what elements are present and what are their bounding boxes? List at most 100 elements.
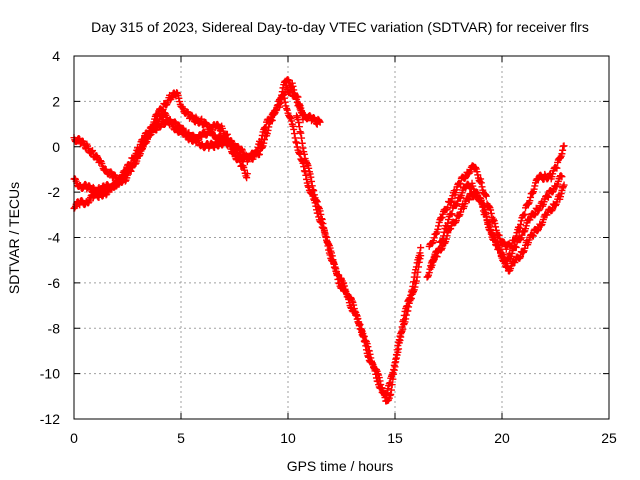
x-tick-label: 25 xyxy=(601,430,617,446)
data-point xyxy=(331,264,339,272)
data-point xyxy=(397,328,405,336)
data-point xyxy=(288,117,296,125)
series-1 xyxy=(70,109,251,187)
data-point xyxy=(284,76,292,84)
y-tick-label: 0 xyxy=(52,139,60,155)
data-point xyxy=(527,193,535,201)
data-point xyxy=(302,171,310,179)
data-point xyxy=(291,134,299,142)
series-7 xyxy=(425,142,568,253)
data-point xyxy=(296,128,304,136)
x-tick-label: 20 xyxy=(494,430,510,446)
data-point xyxy=(175,94,183,102)
data-point xyxy=(328,252,336,260)
data-point xyxy=(529,189,537,197)
data-point xyxy=(245,154,253,162)
data-point xyxy=(197,116,205,124)
series-8 xyxy=(427,181,568,275)
x-axis-label: GPS time / hours xyxy=(287,458,394,474)
data-point xyxy=(288,79,296,87)
data-point xyxy=(548,206,556,214)
series-3 xyxy=(70,76,307,212)
data-point xyxy=(298,156,306,164)
data-point xyxy=(298,139,306,147)
data-point xyxy=(410,278,418,286)
data-point xyxy=(452,201,460,209)
data-point xyxy=(372,370,380,378)
data-point xyxy=(360,333,368,341)
data-point xyxy=(397,333,405,341)
data-point xyxy=(516,254,524,262)
data-point xyxy=(437,246,445,254)
data-point xyxy=(487,209,495,217)
data-point xyxy=(464,194,472,202)
data-point xyxy=(136,143,144,151)
data-point xyxy=(410,273,418,281)
data-point xyxy=(380,389,388,397)
data-point xyxy=(457,180,465,188)
data-point xyxy=(340,282,348,290)
data-point xyxy=(500,256,508,264)
data-point xyxy=(465,196,473,204)
data-point xyxy=(113,182,121,190)
data-point xyxy=(434,225,442,233)
data-point xyxy=(377,384,385,392)
data-point xyxy=(474,171,482,179)
data-point xyxy=(211,131,219,139)
data-point xyxy=(310,187,318,195)
data-point xyxy=(411,269,419,277)
data-point xyxy=(557,189,565,197)
data-point xyxy=(512,232,520,240)
data-point xyxy=(158,106,166,114)
data-point xyxy=(192,113,200,121)
data-point xyxy=(295,123,303,131)
data-point xyxy=(400,316,408,324)
y-tick-label: 4 xyxy=(52,48,60,64)
data-point xyxy=(361,338,369,346)
data-point xyxy=(299,144,307,152)
data-point xyxy=(290,125,298,133)
data-point xyxy=(430,234,438,242)
data-point xyxy=(448,210,456,218)
data-point xyxy=(319,220,327,228)
data-point xyxy=(512,243,520,251)
data-point xyxy=(268,116,276,124)
data-point xyxy=(255,150,263,158)
series-5 xyxy=(293,112,425,405)
data-point xyxy=(239,162,247,170)
data-point xyxy=(362,346,370,354)
data-point xyxy=(258,143,266,151)
data-point xyxy=(389,375,397,383)
data-point xyxy=(511,236,519,244)
data-point xyxy=(295,118,303,126)
data-point xyxy=(400,311,408,319)
data-point xyxy=(482,212,490,220)
data-point xyxy=(553,164,561,172)
data-point xyxy=(350,301,358,309)
data-point xyxy=(298,134,306,142)
data-point xyxy=(286,113,294,121)
x-tick-label: 0 xyxy=(70,430,78,446)
data-point xyxy=(264,126,272,134)
y-tick-label: -6 xyxy=(48,275,61,291)
data-point xyxy=(531,182,539,190)
data-point xyxy=(307,173,315,181)
data-point xyxy=(391,363,399,371)
data-point xyxy=(543,192,551,200)
data-point xyxy=(290,86,298,94)
data-point xyxy=(517,253,525,261)
data-point xyxy=(387,386,395,394)
data-point xyxy=(150,118,158,126)
data-point xyxy=(560,142,568,150)
data-point xyxy=(88,147,96,155)
data-point xyxy=(352,312,360,320)
data-marks xyxy=(70,76,568,405)
y-tick-label: -2 xyxy=(48,184,61,200)
data-point xyxy=(517,217,525,225)
data-point xyxy=(408,286,416,294)
data-point xyxy=(116,177,124,185)
data-point xyxy=(529,232,537,240)
data-point xyxy=(461,174,469,182)
data-point xyxy=(479,202,487,210)
data-point xyxy=(364,352,372,360)
